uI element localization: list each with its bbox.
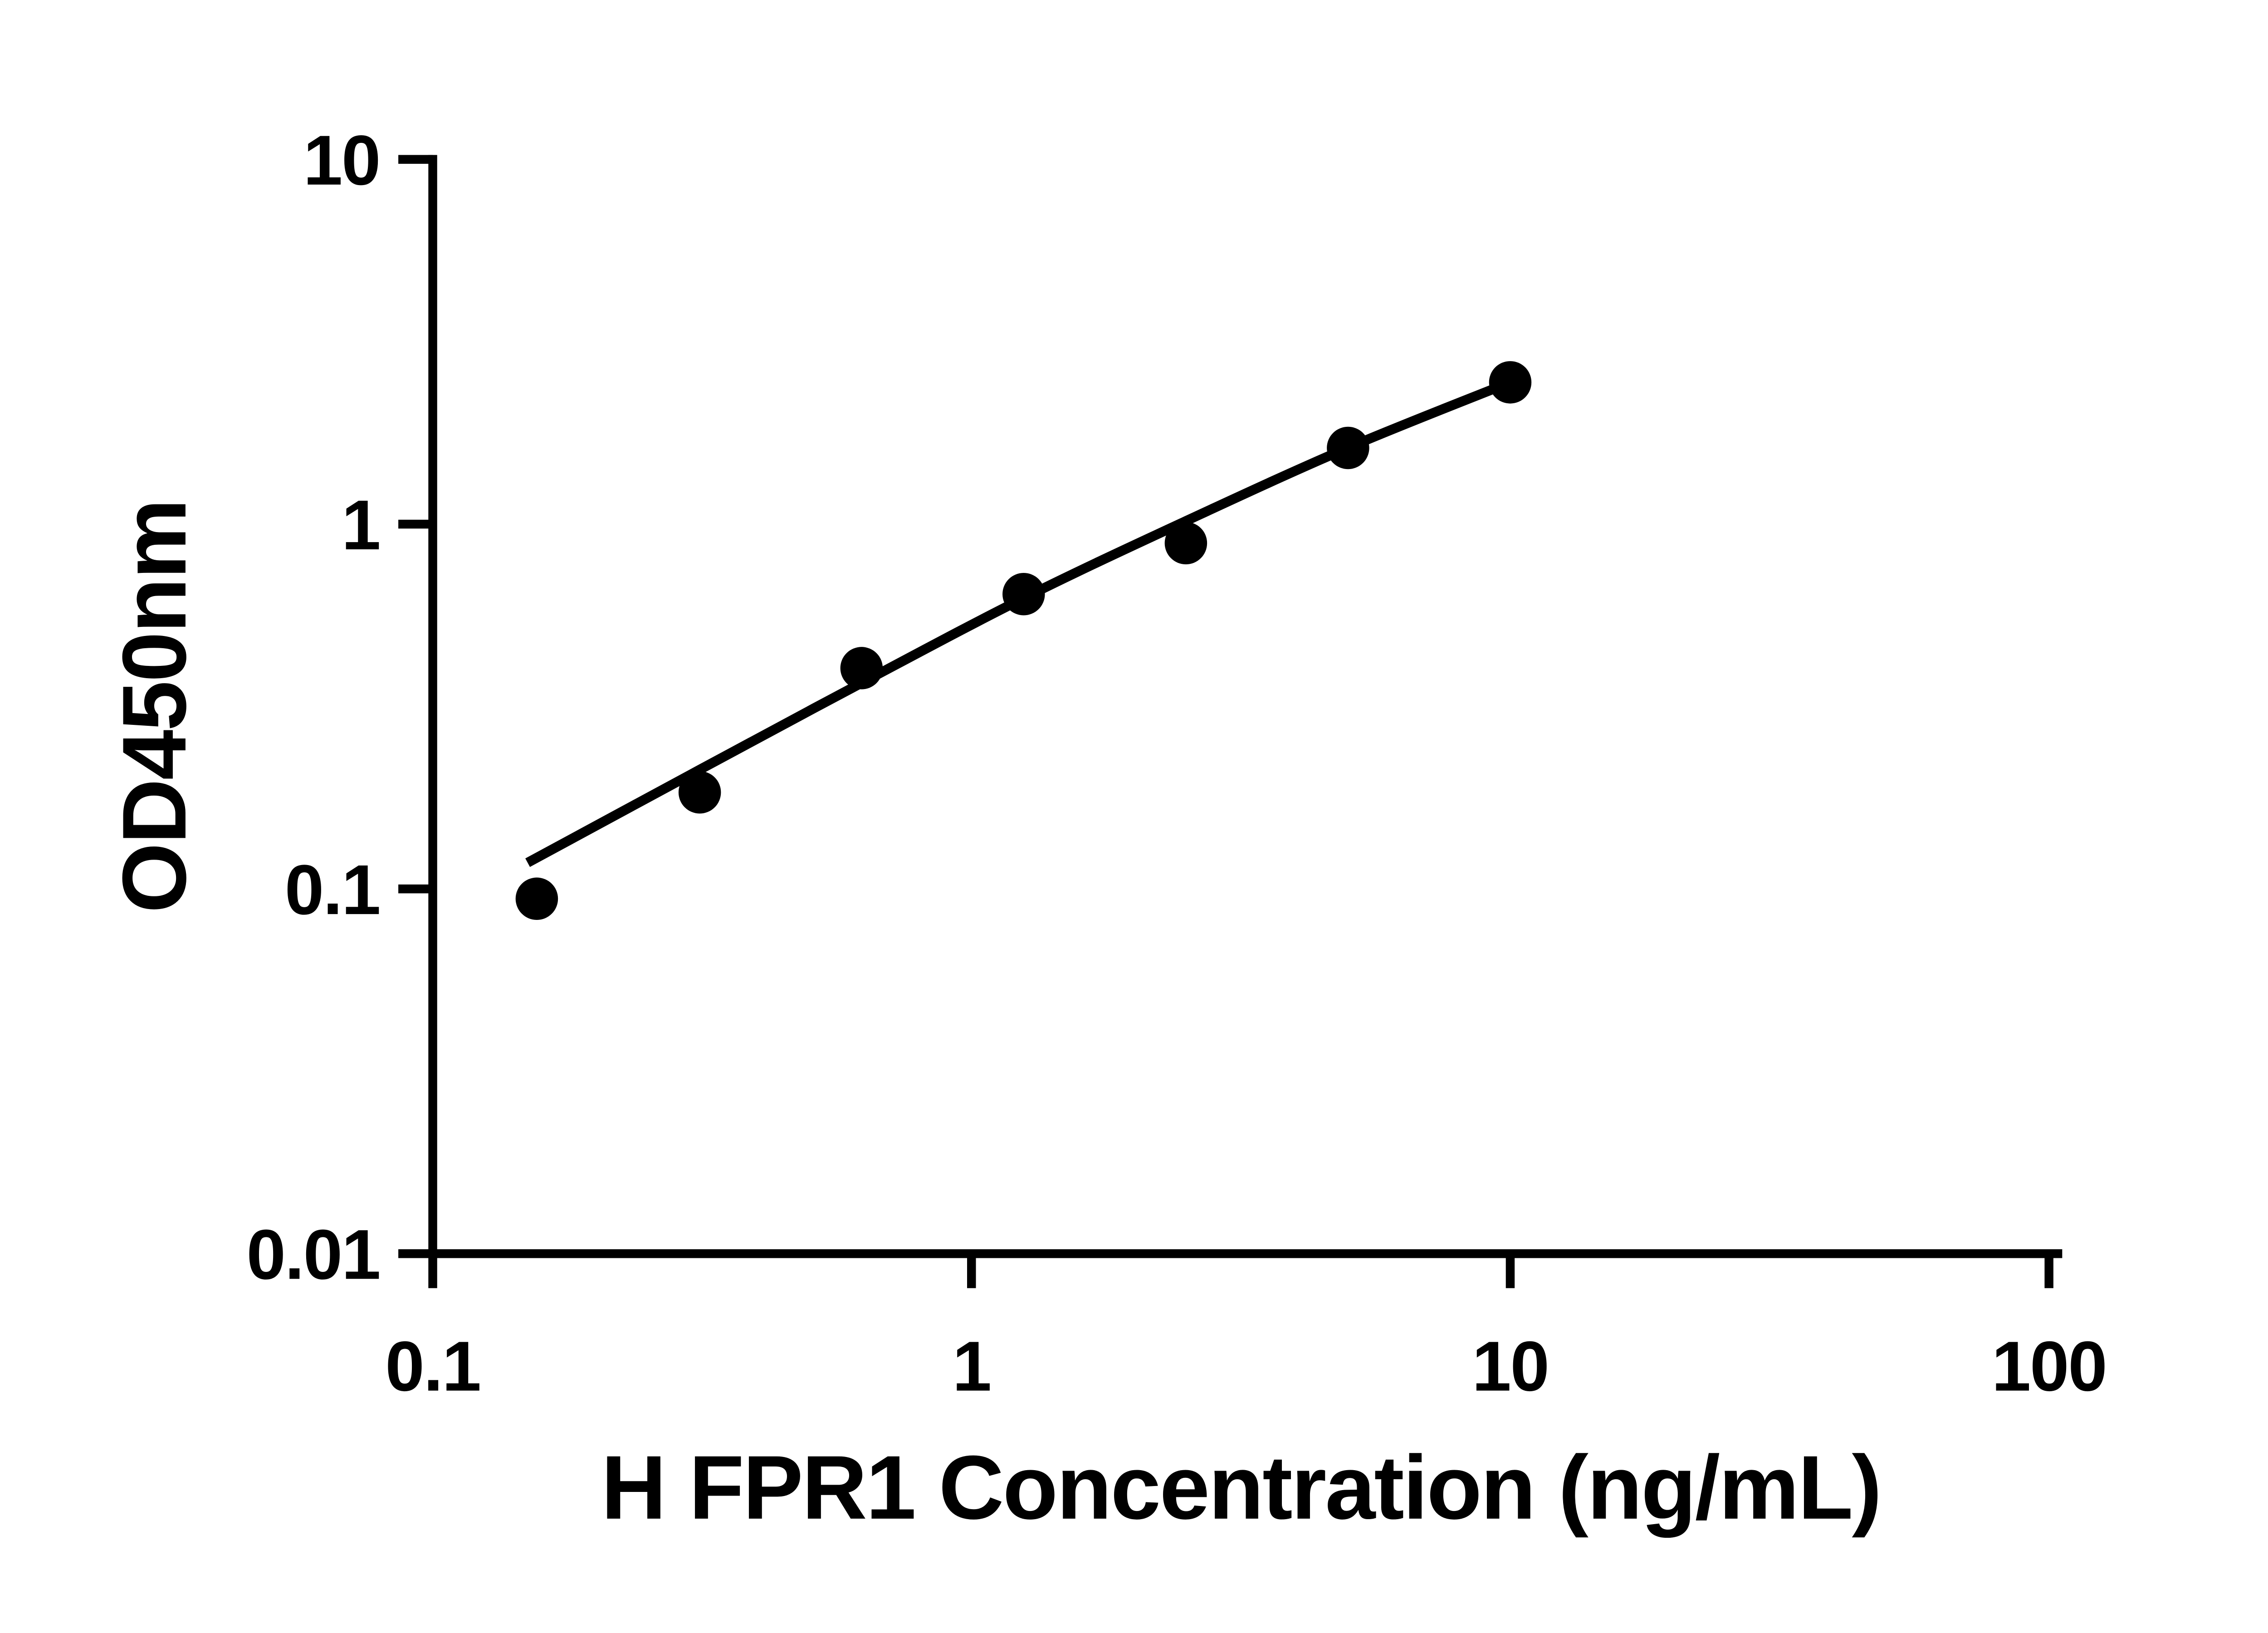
data-point <box>1002 573 1045 616</box>
data-point <box>678 771 721 814</box>
data-point <box>515 877 558 920</box>
x-tick-label: 100 <box>1992 1327 2107 1406</box>
x-tick-label: 10 <box>1472 1327 1549 1406</box>
y-tick-label: 0.1 <box>285 851 380 929</box>
tick-marks <box>398 155 2053 1288</box>
y-axis-title: OD450nm <box>104 500 205 913</box>
y-tick-label: 0.01 <box>246 1215 380 1294</box>
x-axis-title: H FPR1 Concentration (ng/mL) <box>601 1437 1881 1538</box>
x-tick-label: 1 <box>953 1327 991 1406</box>
x-tick-label: 0.1 <box>385 1327 480 1406</box>
data-point <box>1489 361 1532 404</box>
data-points <box>515 361 1532 920</box>
data-point <box>1164 522 1207 565</box>
y-tick-label: 1 <box>342 486 380 565</box>
data-point <box>840 647 883 689</box>
y-tick-label: 10 <box>303 121 380 200</box>
axes <box>428 155 2063 1258</box>
data-point <box>1327 426 1369 469</box>
